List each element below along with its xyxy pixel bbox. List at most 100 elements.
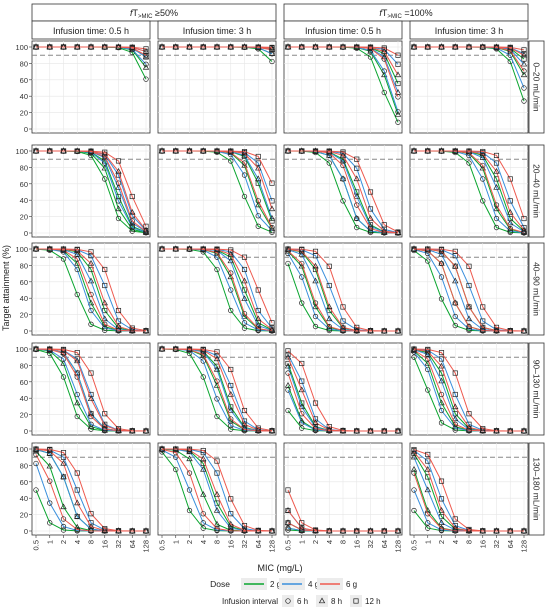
y-tick-label: 60 (20, 478, 28, 487)
marker-square (241, 522, 248, 529)
marker-triangle (438, 362, 445, 369)
marker-square (200, 346, 206, 352)
marker-triangle (353, 215, 360, 221)
marker-circle (395, 109, 401, 115)
x-tick-label: 16 (226, 540, 235, 548)
marker-square (312, 416, 319, 422)
marker-circle (214, 413, 220, 420)
row-strip-box (528, 242, 545, 336)
series-line-6 g-12 h (287, 489, 398, 532)
marker-triangle (452, 277, 459, 284)
marker-circle (241, 193, 248, 200)
marker-square (466, 148, 472, 154)
marker-circle (438, 420, 445, 426)
marker-square (173, 346, 179, 352)
marker-square (228, 148, 234, 154)
marker-square (367, 206, 374, 212)
marker-square (74, 246, 80, 252)
marker-circle (354, 202, 360, 208)
top-strip-label-f: f (379, 8, 383, 18)
panel (157, 144, 277, 238)
marker-square (340, 427, 346, 434)
row-strip-label: 0–20 mL/min (532, 62, 542, 111)
marker-square (269, 198, 275, 204)
marker-square (88, 370, 94, 376)
marker-square (354, 528, 360, 534)
x-tick-label: 128 (268, 540, 277, 553)
marker-square (74, 487, 80, 493)
marker-circle (395, 119, 401, 125)
series-line-6 g-12 h (414, 46, 525, 51)
x-tick-label: 128 (520, 540, 529, 553)
marker-square (438, 496, 445, 502)
y-tick-label: 100 (15, 445, 28, 454)
marker-square (102, 44, 108, 50)
marker-circle (493, 224, 500, 231)
panel (409, 40, 529, 134)
marker-circle (241, 426, 248, 433)
marker-triangle (227, 407, 234, 413)
marker-circle (452, 322, 458, 329)
series-line-6 g-12 h (287, 350, 399, 432)
marker-square (521, 528, 527, 534)
marker-square (521, 47, 527, 53)
marker-square (214, 246, 220, 252)
marker-triangle (284, 381, 292, 388)
series-line-6 g-12 h (413, 449, 525, 532)
marker-square (228, 44, 234, 50)
y-tick-label: 20 (20, 511, 28, 520)
marker-square (312, 148, 319, 154)
marker-circle (425, 520, 431, 526)
column-strip-box (31, 20, 151, 40)
marker-circle (200, 520, 206, 526)
marker-triangle (46, 447, 53, 454)
x-tick-label: 8 (87, 540, 96, 544)
marker-square (299, 400, 305, 406)
marker-square (200, 246, 206, 252)
marker-square (143, 328, 149, 334)
marker-triangle (268, 325, 276, 332)
top-strip-label: fT>MIC =100% (379, 8, 432, 20)
marker-circle (466, 160, 472, 166)
marker-square (269, 428, 275, 434)
marker-circle (102, 176, 108, 182)
marker-triangle (339, 157, 347, 164)
marker-square (340, 528, 346, 534)
marker-triangle (326, 426, 333, 433)
marker-square (354, 324, 360, 330)
marker-triangle (115, 325, 122, 332)
marker-circle (269, 224, 275, 231)
x-tick-label: 1 (45, 540, 54, 544)
marker-square (411, 148, 417, 154)
marker-square (493, 428, 500, 434)
marker-circle (326, 323, 332, 330)
x-tick-label: 128 (394, 540, 403, 553)
marker-triangle (326, 315, 333, 322)
marker-square (60, 246, 67, 252)
marker-square (173, 44, 179, 50)
marker-triangle (298, 386, 305, 393)
marker-triangle (60, 459, 67, 466)
marker-square (285, 148, 291, 154)
marker-circle (480, 176, 486, 182)
panel (283, 342, 403, 436)
marker-square (521, 428, 527, 434)
marker-square (480, 148, 486, 155)
marker-square (115, 158, 122, 164)
marker-square (354, 428, 360, 434)
marker-square (228, 247, 234, 253)
marker-square (129, 193, 135, 200)
marker-triangle (241, 526, 248, 533)
column-strip-box (409, 20, 529, 40)
x-tick-label: 16 (352, 540, 361, 548)
marker-square (214, 353, 220, 359)
marker-square (425, 346, 431, 352)
marker-square (159, 44, 165, 50)
panel (157, 442, 277, 536)
marker-square (285, 487, 291, 493)
marker-triangle (227, 524, 234, 531)
marker-circle (214, 249, 220, 256)
marker-triangle (438, 43, 445, 50)
marker-square (326, 44, 332, 50)
top-strip-label-t: T (133, 8, 139, 18)
